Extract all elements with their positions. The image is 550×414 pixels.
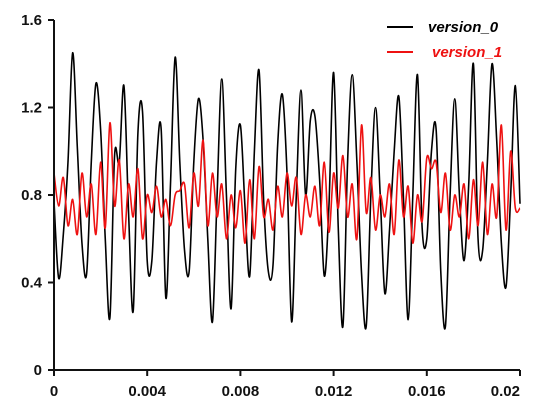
x-tick-label: 0.016 [408, 383, 446, 400]
x-tick-label: 0.004 [128, 383, 166, 400]
x-tick-label: 0.012 [315, 383, 353, 400]
legend-item-version-0: version_0 [387, 19, 499, 36]
legend-label-version-0: version_0 [428, 19, 499, 36]
y-axis-ticks: 0 0.4 0.8 1.2 1.6 [21, 12, 54, 379]
legend: version_0 version_1 [387, 19, 502, 61]
x-axis-ticks: 0 0.004 0.008 0.012 0.016 0.02 [50, 370, 521, 400]
series-line-version-1 [53, 121, 521, 244]
x-tick-label: 0.02 [491, 383, 520, 400]
legend-item-version-1: version_1 [387, 44, 502, 61]
x-tick-label: 0 [50, 383, 58, 400]
y-tick-label: 0.4 [21, 275, 43, 292]
y-tick-label: 0 [34, 362, 42, 379]
legend-label-version-1: version_1 [432, 44, 502, 61]
series-line-version-0 [53, 52, 521, 330]
x-tick-label: 0.008 [222, 383, 260, 400]
plot-series [53, 52, 521, 330]
y-tick-label: 1.2 [21, 100, 42, 117]
y-tick-label: 0.8 [21, 187, 42, 204]
y-tick-label: 1.6 [21, 12, 42, 29]
